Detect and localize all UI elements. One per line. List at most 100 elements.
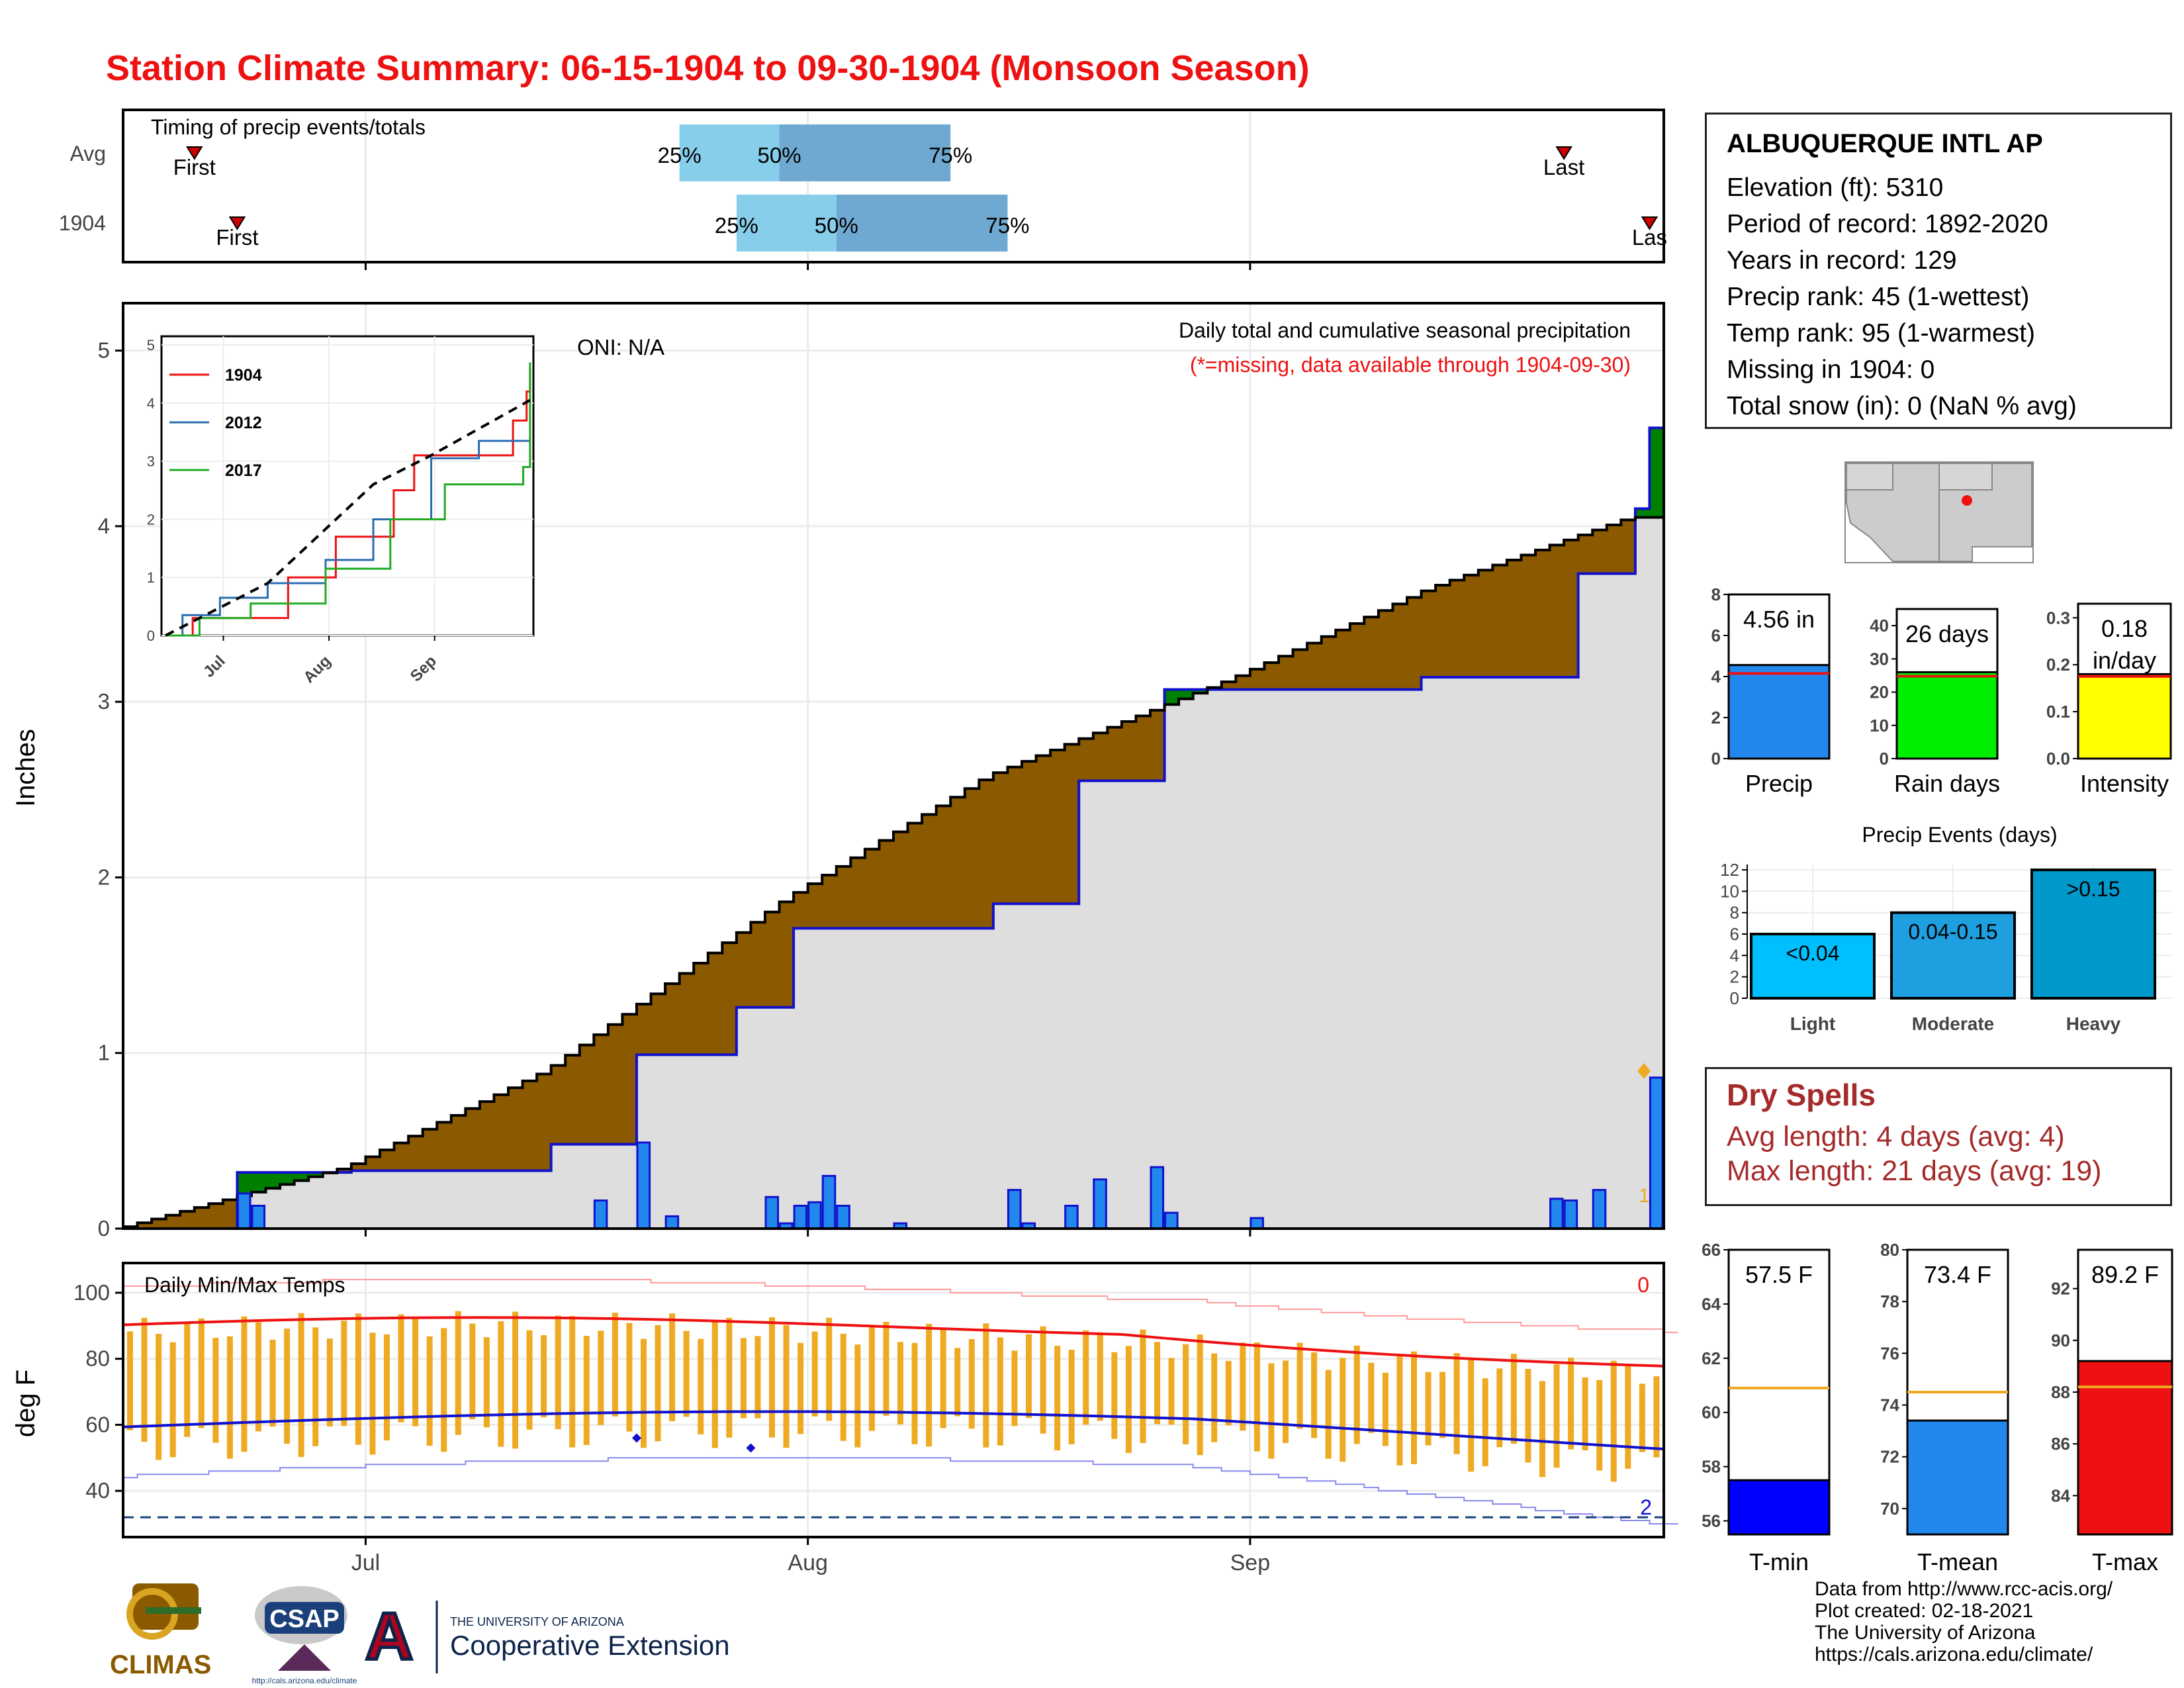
summary-ytick-label: 56 (1702, 1511, 1721, 1531)
cumulative-diff-segment (479, 1102, 494, 1171)
cumulative-diff-segment (165, 1215, 181, 1229)
cumulative-diff-segment (794, 892, 809, 929)
daily-temp-bar (754, 1336, 761, 1419)
summary-ytick-label: 60 (1702, 1403, 1721, 1423)
daily-temp-bar (641, 1338, 647, 1448)
climas-logo-text: CLIMAS (110, 1650, 211, 1679)
summary-ytick-label: 0.2 (2046, 655, 2070, 675)
summary-chart-t-mean: 70 72 74 76 78 80 73.4 F T-mean (1880, 1240, 2009, 1575)
daily-temp-bar (968, 1338, 975, 1429)
state-map (1844, 461, 2034, 563)
cumulative-diff-segment (280, 1172, 295, 1185)
daily-temp-bar (1054, 1346, 1061, 1451)
summary-ytick-label: 10 (1870, 716, 1889, 735)
daily-temp-bar (1068, 1349, 1075, 1444)
cold-count: 2 (1640, 1495, 1652, 1519)
cumulative-diff-segment (237, 1172, 252, 1196)
precip-events-xlabel: Light (1790, 1013, 1835, 1034)
daily-precip-bar (1649, 1076, 1664, 1230)
cumulative-diff-segment (1506, 560, 1522, 678)
daily-temp-bar (1011, 1350, 1018, 1427)
summary-ytick-label: 0.0 (2046, 749, 2070, 769)
cumulative-diff-segment (822, 874, 837, 929)
daily-precip-bar (764, 1196, 780, 1230)
cumulative-diff-segment (765, 912, 780, 1008)
daily-temp-bar (526, 1330, 533, 1430)
daily-temp-bar (512, 1311, 518, 1449)
daily-temp-bar (783, 1325, 790, 1448)
daily-temp-bar (241, 1316, 248, 1452)
daily-temp-bar (1368, 1362, 1375, 1433)
cumulative-diff-segment (451, 1115, 466, 1171)
daily-temp-bar (198, 1318, 205, 1429)
cumulative-diff-segment (1107, 727, 1122, 781)
cumulative-diff-segment (1293, 649, 1308, 690)
precip-events-xlabel: Heavy (2066, 1013, 2121, 1034)
main-ytick-label: 4 (98, 514, 110, 538)
precip-panel: 0 1 2 3 4 5 Inches ONI: N/A Daily total and c… (11, 302, 1665, 1241)
summary-ytick-label: 74 (1880, 1395, 1899, 1415)
cumulative-diff-segment (422, 1129, 437, 1171)
daily-temp-bar (1411, 1351, 1417, 1464)
daily-temp-bar (498, 1321, 504, 1447)
cumulative-diff-segment (1022, 761, 1037, 904)
summary-ytick-label: 4 (1711, 667, 1721, 686)
timing-row-1904: 1904 (59, 211, 106, 235)
timing-pct-label: 25% (715, 213, 758, 238)
inset-line-1904 (165, 368, 531, 637)
daily-temp-bar (1040, 1326, 1046, 1434)
daily-temp-bar (626, 1323, 633, 1432)
cumulative-diff-segment (1364, 617, 1379, 690)
inset-legend-label: 2012 (225, 414, 262, 432)
daily-temp-bar (156, 1333, 162, 1460)
summary-chart-t-min: 56 58 60 62 64 66 57.5 F T-min (1702, 1240, 1831, 1575)
daily-temp-bar (954, 1348, 961, 1417)
temp-ytick-label: 40 (85, 1478, 110, 1503)
timing-pct-label: 50% (815, 213, 858, 238)
daily-precip-bar (1007, 1189, 1022, 1230)
precip-events-ytick-label: 0 (1730, 988, 1739, 1008)
cumulative-diff-segment (1492, 565, 1508, 678)
station-location-marker (1962, 495, 1972, 506)
cumulative-diff-segment (1064, 744, 1079, 904)
cumulative-diff-segment (1050, 749, 1066, 904)
daily-temp-bar (1253, 1342, 1260, 1452)
daily-temp-bar (1111, 1352, 1118, 1439)
cumulative-diff-segment (1635, 508, 1650, 518)
inset-line-2017 (165, 362, 531, 637)
cumulative-diff-segment (807, 884, 823, 929)
daily-temp-bar (826, 1317, 833, 1421)
cumulative-diff-segment (1164, 689, 1179, 705)
daily-temp-bar (569, 1316, 576, 1448)
daily-precip-bar (1592, 1189, 1607, 1230)
cumulative-diff-segment (1193, 689, 1208, 694)
daily-temp-bar (1396, 1354, 1403, 1466)
normal-max-line (122, 1316, 1664, 1368)
cumulative-diff-segment (308, 1172, 324, 1177)
cumulative-diff-segment (707, 953, 723, 1055)
daily-temp-bar (583, 1335, 590, 1445)
daily-precip-bar (1563, 1199, 1578, 1230)
daily-temp-bar (1439, 1372, 1446, 1438)
precip-desc: Daily total and cumulative seasonal prec… (1179, 318, 1631, 342)
cumulative-diff-segment (565, 1055, 580, 1145)
csap-logo: CSAP http://cals.arizona.edu/climate (252, 1586, 357, 1685)
summary-ytick-label: 70 (1880, 1499, 1899, 1519)
station-missing: Missing in 1904: 0 (1727, 355, 1935, 384)
cumulative-diff-segment (1079, 738, 1094, 781)
cumulative-diff-segment (1150, 710, 1165, 781)
daily-temp-bar (868, 1327, 875, 1431)
cumulative-diff-segment (208, 1203, 224, 1229)
summary-chart-rain-days: 0 10 20 30 40 26 days Rain days (1870, 608, 2000, 797)
station-name: ALBUQUERQUE INTL AP (1727, 129, 2043, 158)
timing-bar-q2-y1904 (836, 195, 1008, 252)
inset-ytick-label: 2 (147, 511, 155, 528)
cumulative-diff-segment (152, 1219, 167, 1229)
cumulative-diff-segment (651, 994, 666, 1055)
summary-ytick-label: 0.1 (2046, 702, 2070, 722)
daily-temp-bar (1340, 1358, 1346, 1462)
timing-pct-label: 75% (985, 213, 1029, 238)
temp-ylabel: deg F (11, 1370, 40, 1437)
daily-temp-bar (169, 1342, 176, 1458)
